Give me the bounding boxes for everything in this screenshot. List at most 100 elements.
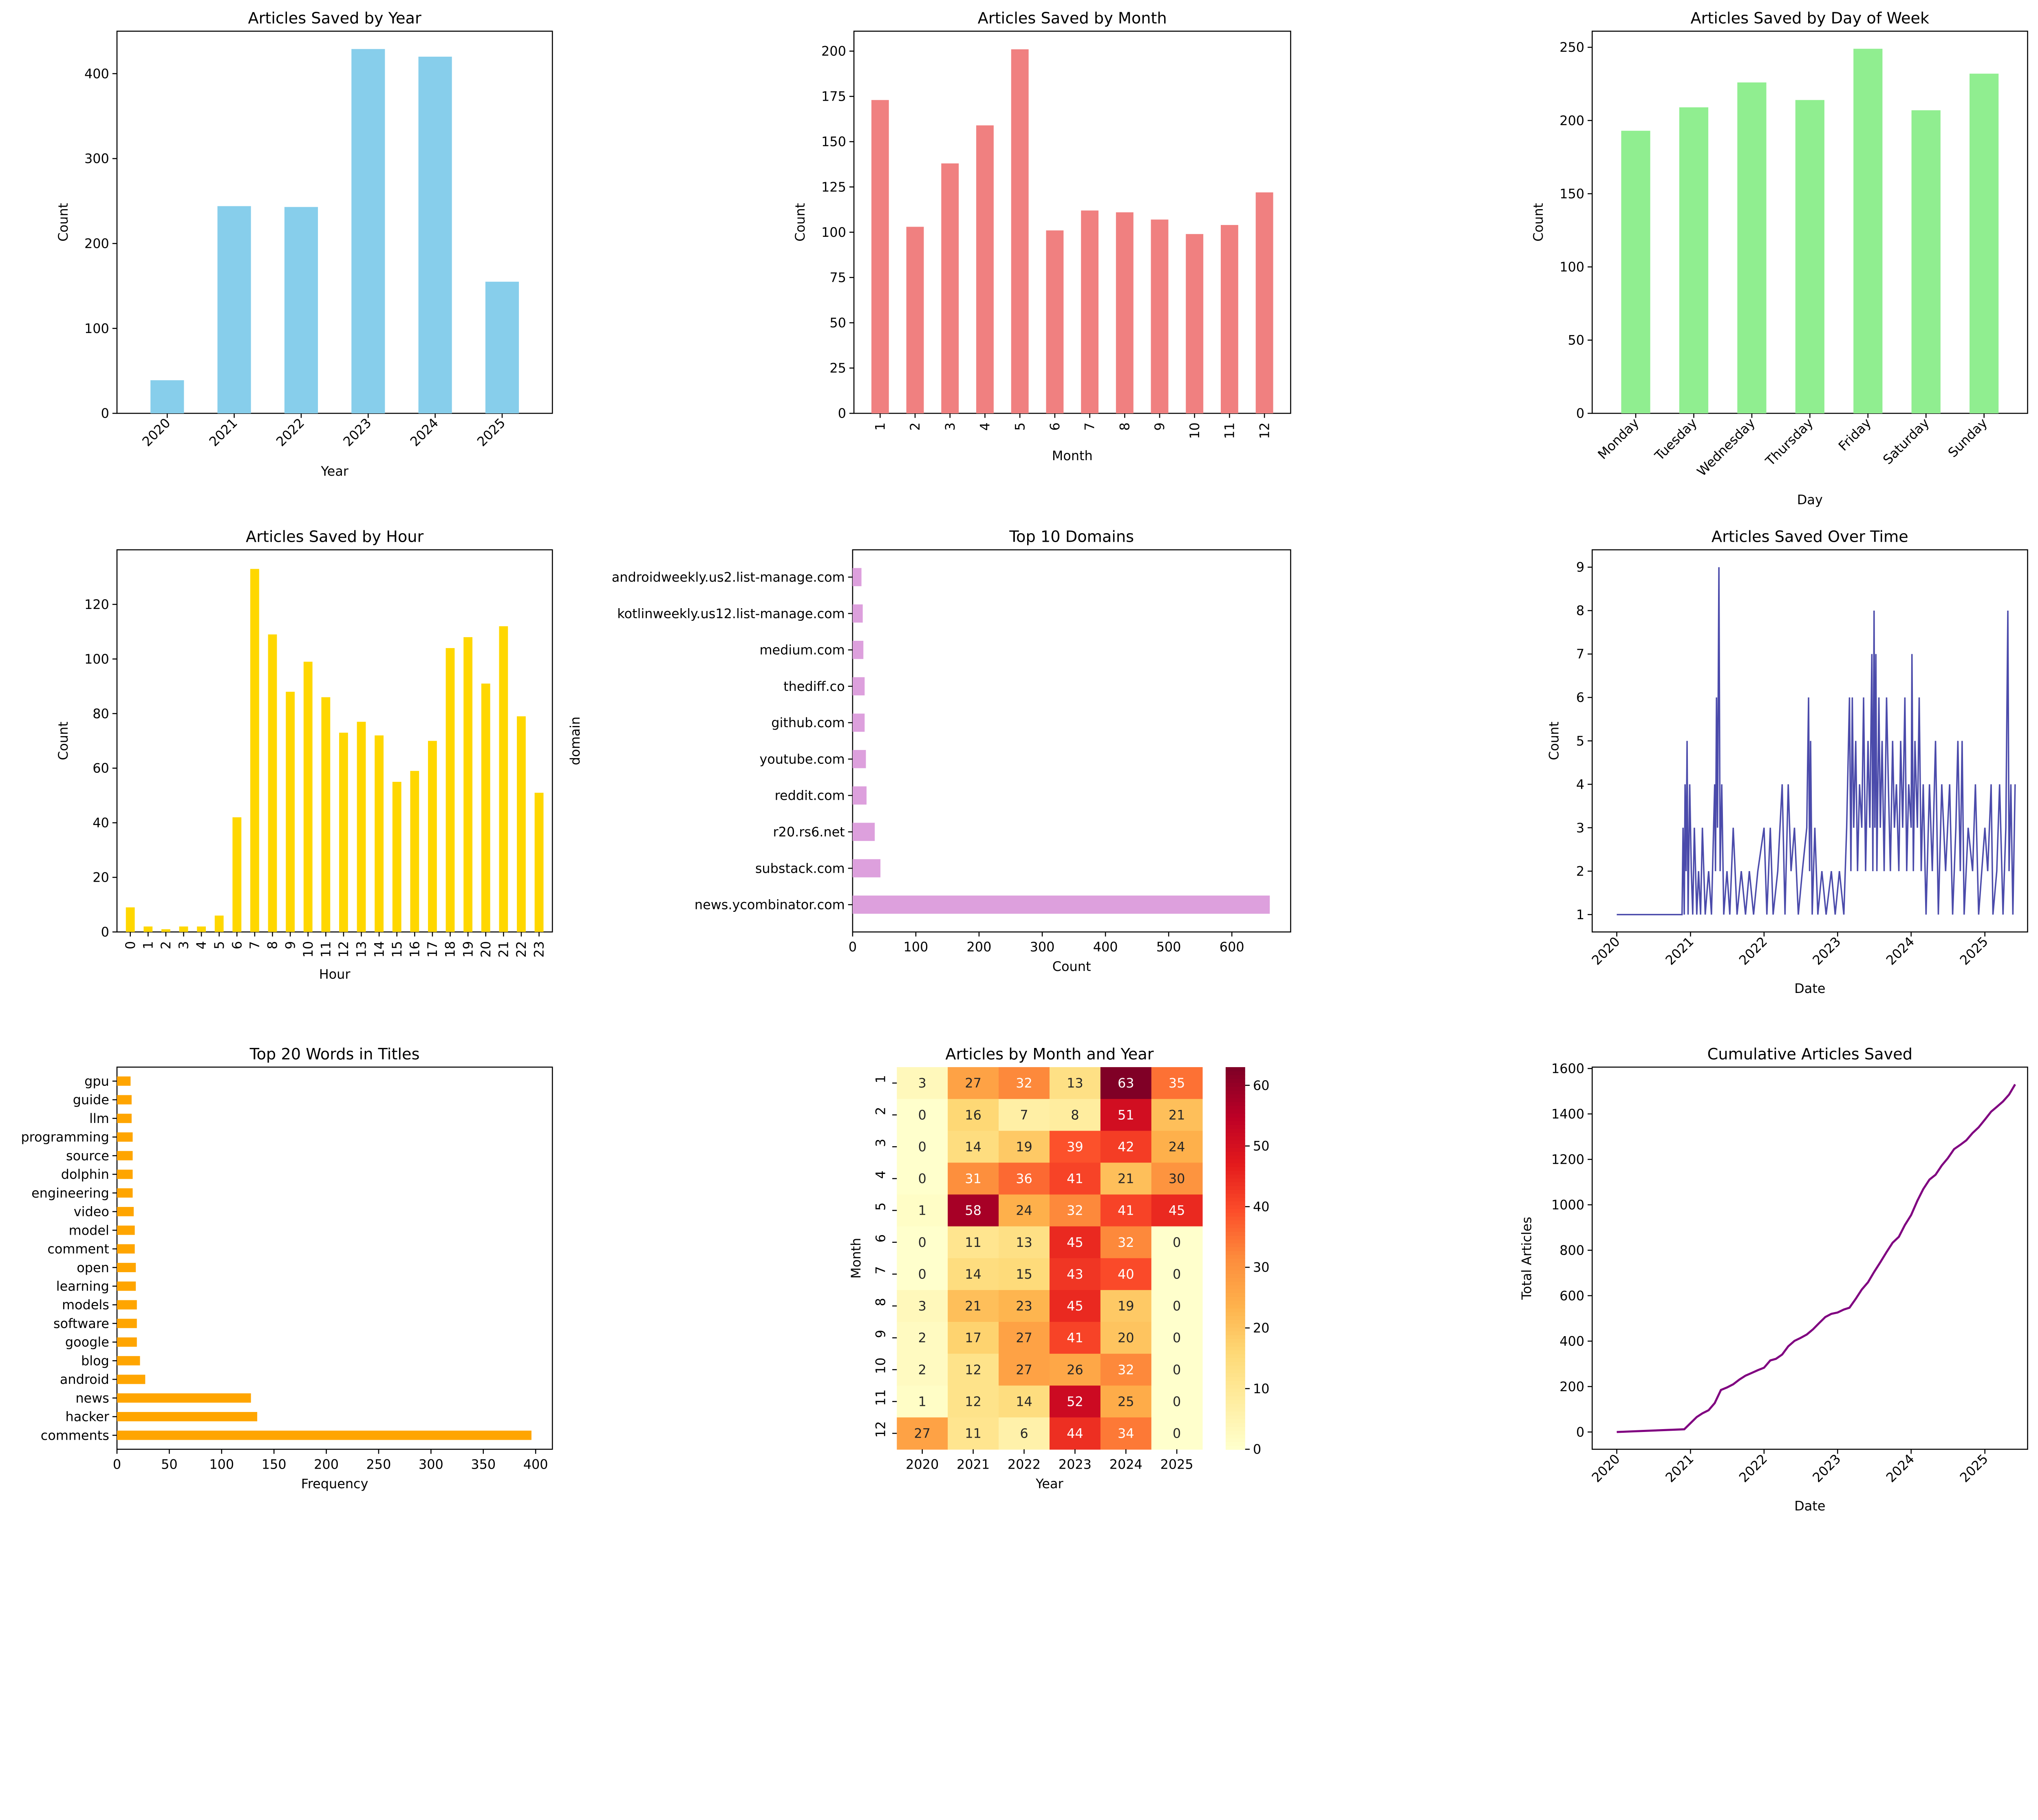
y-axis-label: Total Articles (1519, 1217, 1534, 1300)
x-tick-label: 1 (872, 422, 888, 430)
y-tick-label: thediff.co (783, 679, 845, 694)
colorbar-segment (1226, 1430, 1245, 1435)
cell-value: 0 (1173, 1426, 1181, 1441)
cell-value: 14 (965, 1266, 982, 1282)
colorbar-segment (1226, 1101, 1245, 1106)
y-tick-label: comments (41, 1427, 109, 1443)
cell-value: 20 (1118, 1330, 1134, 1346)
y-axis-label: Count (55, 203, 71, 242)
heatmap-cell (1049, 1099, 1101, 1132)
chart-title: Articles by Month and Year (945, 1045, 1154, 1063)
cell-value: 6 (1020, 1426, 1028, 1441)
y-tick-label: 800 (1559, 1242, 1584, 1258)
cell-value: 3 (918, 1298, 926, 1314)
heatmap-cell (1049, 1258, 1101, 1291)
x-tick-label: 350 (471, 1456, 496, 1472)
colorbar-segment (1226, 1403, 1245, 1408)
y-tick-label: news.ycombinator.com (695, 897, 845, 913)
bar-video (117, 1207, 134, 1216)
bar-5 (214, 916, 224, 932)
x-tick-label: 10 (300, 941, 316, 958)
heatmap-cell (1100, 1417, 1152, 1450)
x-tick-label: 2022 (1736, 1451, 1770, 1485)
heatmap-cell (1151, 1131, 1203, 1163)
y-tick-label: blog (81, 1353, 109, 1368)
cell-value: 21 (1118, 1171, 1134, 1187)
x-tick-label: 2023 (1059, 1456, 1092, 1472)
y-tick-label: 1600 (1551, 1061, 1584, 1076)
x-axis-label: Month (1052, 448, 1093, 463)
colorbar-segment (1226, 1170, 1245, 1175)
x-tick-label: 4 (977, 422, 993, 430)
x-tick-label: 11 (318, 941, 333, 958)
y-tick-label: news (75, 1390, 109, 1406)
bar-0 (126, 907, 135, 932)
heatmap-cell (1151, 1163, 1203, 1195)
y-tick-label: 400 (84, 66, 109, 82)
y-tick-label: 1000 (1551, 1197, 1584, 1213)
heatmap-cell (897, 1417, 948, 1450)
colorbar-segment (1226, 1082, 1245, 1087)
cell-value: 19 (1118, 1298, 1134, 1314)
colorbar-segment (1226, 1315, 1245, 1320)
y-tick-label: 0 (1576, 406, 1584, 421)
x-tick-label: 400 (523, 1456, 548, 1472)
x-tick-label: 2022 (1008, 1456, 1041, 1472)
colorbar-segment (1226, 1246, 1245, 1251)
x-axis-label: Date (1794, 981, 1825, 996)
cell-value: 14 (1016, 1394, 1032, 1409)
cell-value: 41 (1118, 1203, 1134, 1218)
y-tick-label: 100 (821, 225, 846, 240)
x-tick-label: 13 (354, 941, 369, 958)
x-tick-label: 19 (460, 941, 476, 958)
heatmap-cell (1049, 1194, 1101, 1227)
y-axis-label: Count (55, 721, 71, 760)
bar-comments (117, 1430, 532, 1440)
colorbar-segment (1226, 1113, 1245, 1118)
y-tick-label: medium.com (759, 642, 845, 658)
y-tick-label: 1 (1576, 907, 1584, 922)
y-tick-label: 200 (1559, 1379, 1584, 1394)
heatmap-cell (1049, 1354, 1101, 1386)
colorbar-segment (1226, 1392, 1245, 1396)
colorbar-segment (1226, 1216, 1245, 1221)
colorbar-segment (1226, 1335, 1245, 1339)
colorbar-segment (1226, 1147, 1245, 1152)
colorbar-segment (1226, 1079, 1245, 1083)
colorbar-segment (1226, 1288, 1245, 1293)
cell-value: 32 (1118, 1235, 1134, 1250)
x-tick-label: 2 (907, 422, 923, 430)
cell-value: 1 (918, 1203, 926, 1218)
colorbar-segment (1226, 1418, 1245, 1423)
cell-value: 0 (1173, 1298, 1181, 1314)
colorbar-segment (1226, 1327, 1245, 1332)
heatmap-cell (999, 1163, 1050, 1195)
y-tick-label: android (60, 1372, 109, 1387)
cell-value: 0 (1173, 1266, 1181, 1282)
cell-value: 52 (1067, 1394, 1083, 1409)
y-tick-label: 4 (873, 1171, 889, 1179)
cell-value: 16 (965, 1107, 982, 1123)
bar-21 (499, 626, 508, 932)
y-tick-label: 1 (873, 1075, 889, 1083)
colorbar-segment (1226, 1067, 1245, 1072)
y-tick-label: model (69, 1222, 109, 1238)
colorbar-segment (1226, 1090, 1245, 1094)
heatmap-cell (1049, 1163, 1101, 1195)
cell-value: 43 (1067, 1266, 1083, 1282)
colorbar-segment (1226, 1254, 1245, 1259)
x-tick-label: 2020 (139, 415, 173, 449)
cell-value: 0 (918, 1266, 926, 1282)
x-tick-label: 2021 (957, 1456, 990, 1472)
chart-title: Top 20 Words in Titles (249, 1045, 420, 1063)
y-tick-label: 125 (821, 179, 846, 195)
bar-7 (250, 569, 259, 932)
x-tick-label: 200 (967, 939, 992, 955)
colorbar-segment (1226, 1235, 1245, 1240)
bar-2 (906, 227, 924, 414)
y-tick-label: 9 (1576, 560, 1584, 575)
colorbar-segment (1226, 1193, 1245, 1198)
heatmap-cell (1100, 1290, 1152, 1322)
bar-youtube.com (852, 750, 866, 768)
x-tick-label: 4 (194, 941, 209, 949)
